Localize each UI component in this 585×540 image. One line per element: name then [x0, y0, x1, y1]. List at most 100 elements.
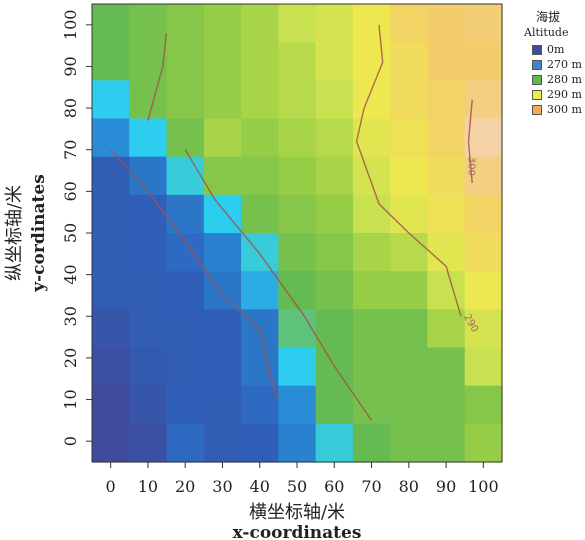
heatmap-cell [166, 385, 205, 425]
heatmap-cell [427, 385, 466, 425]
contour-line [184, 149, 373, 421]
heatmap-cell [315, 385, 354, 425]
heatmap-cell [166, 156, 205, 196]
heatmap-cell [129, 42, 168, 81]
heatmap-cell [166, 194, 205, 234]
x-tick-label: 20 [175, 477, 195, 496]
y-tick-label: 80 [61, 98, 80, 118]
heatmap-cell [241, 80, 279, 120]
heatmap-cell [352, 194, 391, 234]
heatmap-cell [427, 233, 466, 272]
heatmap-cell [278, 194, 317, 234]
heatmap-cell [203, 309, 242, 349]
heatmap-cell [315, 423, 354, 463]
heatmap-cell [92, 385, 130, 425]
heatmap-cell [315, 194, 354, 234]
y-tick-label: 70 [61, 140, 80, 160]
heatmap-cell [390, 4, 429, 43]
heatmap-cell [390, 271, 429, 310]
heatmap-cell [92, 309, 130, 349]
heatmap-cell [241, 4, 279, 43]
x-tick-label: 30 [212, 477, 232, 496]
heatmap-cell [390, 80, 429, 120]
heatmap-cell [464, 385, 503, 425]
heatmap-cell [427, 118, 466, 158]
x-axis-title-en: x-coordinates [233, 523, 362, 540]
heatmap-cell [278, 80, 317, 120]
x-tick-label: 70 [361, 477, 381, 496]
legend-label-270m: 270 m [547, 58, 582, 71]
heatmap-cell [390, 309, 429, 349]
heatmap-cell [390, 42, 429, 81]
x-tick-label: 50 [287, 477, 307, 496]
legend-item-270m: 270 m [522, 57, 584, 72]
heatmap-cell [352, 42, 391, 81]
heatmap-cell [92, 423, 130, 463]
y-tick-label: 20 [61, 348, 80, 368]
heatmap-cell [203, 233, 242, 272]
heatmap-cell [315, 118, 354, 158]
heatmap-cell [278, 271, 317, 310]
heatmap-cell [315, 80, 354, 120]
x-tick-label: 10 [138, 477, 158, 496]
heatmap-cell [278, 309, 317, 349]
x-axis-title-zh: 横坐标轴/米 [249, 502, 345, 523]
heatmap-cell [315, 309, 354, 349]
heatmap-cell [129, 347, 168, 387]
heatmap-cell [241, 194, 279, 234]
contour-line [355, 24, 462, 317]
heatmap-cell [352, 4, 391, 43]
legend-item-300m: 300 m [522, 102, 584, 117]
heatmap-cell [464, 118, 503, 158]
heatmap-cell [464, 42, 503, 81]
heatmap-cell [352, 385, 391, 425]
legend-label-0m: 0m [547, 43, 565, 56]
heatmap-cell [166, 233, 205, 272]
heatmap-cell [427, 4, 466, 43]
y-tick-label: 0 [61, 436, 80, 446]
heatmap-cell [92, 194, 130, 234]
y-tick-label: 90 [61, 56, 80, 76]
heatmap-cell [129, 271, 168, 310]
heatmap-cell [278, 4, 317, 43]
contour-line [467, 99, 473, 184]
heatmap-cell [390, 423, 429, 463]
heatmap-cell [203, 4, 242, 43]
x-tick-label: 0 [106, 477, 116, 496]
heatmap-cell [278, 347, 317, 387]
contour-line [147, 33, 168, 121]
heatmap-cell [129, 118, 168, 158]
heatmap-cell [278, 385, 317, 425]
y-tick-label: 50 [61, 223, 80, 243]
x-tick-label: 100 [468, 477, 499, 496]
heatmap-cell [315, 271, 354, 310]
heatmap-cell [427, 42, 466, 81]
heatmap-cell [166, 42, 205, 81]
heatmap-cell [427, 156, 466, 196]
heatmap-cell [427, 271, 466, 310]
y-axis-title-en: y-cordinates [29, 174, 49, 293]
heatmap-cell [278, 42, 317, 81]
legend-title-zh: 海拔 [535, 10, 560, 24]
heatmap-cell [352, 80, 391, 120]
legend-swatch-280m [532, 74, 542, 85]
heatmap-cell [203, 156, 242, 196]
y-tick-label: 10 [61, 389, 80, 409]
heatmap-cell [92, 42, 130, 81]
heatmap-cell [92, 156, 130, 196]
heatmap-cell [203, 42, 242, 81]
heatmap-cell [352, 271, 391, 310]
legend: 海拔 Altitude 0m 270 m 280 m 290 m 300 m [522, 8, 584, 117]
heatmap-cell [241, 271, 279, 310]
legend-item-290m: 290 m [522, 87, 584, 102]
heatmap-cell [129, 309, 168, 349]
heatmap-cell [278, 156, 317, 196]
heatmap-cell [129, 156, 168, 196]
legend-swatch-300m [532, 104, 542, 115]
heatmap-cell [241, 118, 279, 158]
heatmap-cell [427, 80, 466, 120]
heatmap-cell [464, 423, 503, 463]
heatmap-cell [129, 4, 168, 43]
x-tick-label: 60 [324, 477, 344, 496]
heatmap-cell [390, 194, 429, 234]
